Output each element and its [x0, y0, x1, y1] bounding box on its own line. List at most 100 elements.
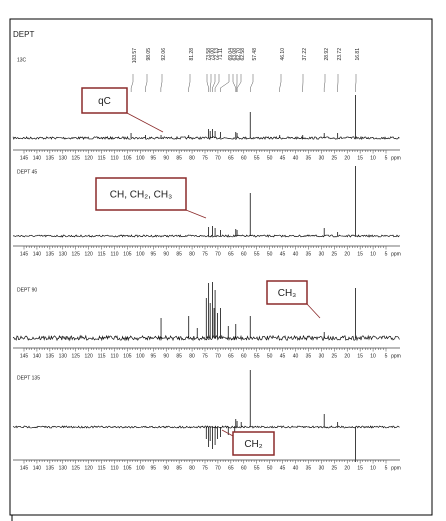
axis-tick-label: 10	[370, 465, 376, 471]
axis-tick-label: 120	[84, 465, 93, 471]
axis-tick-label: 60	[241, 353, 247, 359]
peak-label: 71.11	[218, 48, 224, 60]
peak-label: 62.58	[240, 48, 246, 61]
axis-tick-label: 90	[163, 353, 169, 359]
axis-tick-label: 55	[254, 353, 260, 359]
axis-tick-label: 145	[20, 353, 29, 359]
axis-tick-label: 130	[59, 353, 68, 359]
annotation-text: qC	[98, 96, 111, 107]
axis-tick-label: 40	[293, 155, 299, 161]
axis-tick-label: 45	[280, 353, 286, 359]
axis-tick-label: 135	[46, 251, 55, 257]
axis-tick-label: 140	[33, 353, 42, 359]
annotation-text: CH, CH₂, CH₃	[110, 190, 172, 201]
annotation-text: CH₂	[244, 439, 262, 450]
spectrum-baseline	[12, 234, 400, 238]
axis-tick-label: 140	[33, 155, 42, 161]
peak-label: 103.57	[132, 48, 138, 64]
axis-tick-label: 30	[319, 465, 325, 471]
axis-tick-label: 85	[176, 353, 182, 359]
axis-tick-label: 5	[385, 155, 388, 161]
peak-label: 63.08	[232, 48, 238, 61]
peak-label: 23.72	[337, 48, 343, 61]
axis-tick-label: 80	[189, 155, 195, 161]
axis-tick-label: 120	[84, 251, 93, 257]
annotation-box	[81, 87, 128, 114]
annotation-box	[266, 280, 308, 305]
axis-tick-label: 40	[293, 465, 299, 471]
annotation-box	[95, 177, 187, 211]
axis-tick-label: 115	[98, 465, 106, 471]
peak-label: 81.28	[189, 48, 195, 61]
axis-tick-label: 135	[46, 155, 55, 161]
axis-tick-label: 35	[306, 465, 312, 471]
axis-tick-label: 75	[202, 465, 208, 471]
axis-tick-label: 110	[111, 353, 119, 359]
axis-tick-label: 95	[151, 465, 157, 471]
axis-tick-label: 95	[151, 353, 157, 359]
axis-tick-label: 70	[215, 251, 221, 257]
axis-tick-label: 10	[370, 251, 376, 257]
peak-leader	[214, 74, 220, 92]
peak-leader	[232, 74, 237, 92]
axis-tick-label: 115	[98, 251, 106, 257]
peak-leader	[130, 74, 134, 92]
axis-tick-label: 80	[189, 251, 195, 257]
axis-tick-label: 60	[241, 155, 247, 161]
axis-tick-label: 5	[385, 465, 388, 471]
axis-tick-label: 50	[267, 465, 273, 471]
axis-tick-label: 135	[46, 465, 55, 471]
peak-leader	[220, 74, 230, 92]
peak-label: 73.00	[210, 48, 216, 61]
axis-tick-label: 105	[123, 251, 132, 257]
axis-tick-label: 85	[176, 251, 182, 257]
panel-label: DEPT 135	[17, 375, 40, 381]
axis-tick-label: 5	[385, 251, 388, 257]
axis-tick-label: 110	[111, 465, 119, 471]
axis-tick-label: 115	[98, 353, 106, 359]
axis-tick-label: 20	[344, 251, 350, 257]
axis-tick-label: 75	[202, 353, 208, 359]
axis-tick-label: 10	[370, 155, 376, 161]
axis-tick-label: 40	[293, 353, 299, 359]
axis-tick-label: 70	[215, 155, 221, 161]
annotation-box	[232, 431, 275, 456]
peak-leader	[323, 74, 326, 92]
axis-tick-label: 50	[267, 155, 273, 161]
axis-tick-label: 120	[84, 155, 93, 161]
axis-tick-label: 145	[20, 465, 29, 471]
axis-tick-label: 15	[357, 155, 363, 161]
axis-tick-label: 80	[189, 353, 195, 359]
peak-leader	[279, 74, 282, 92]
peak-leader	[160, 74, 163, 92]
axis-tick-label: 60	[241, 251, 247, 257]
axis-tick-label: 115	[98, 155, 106, 161]
axis-tick-label: 110	[111, 251, 119, 257]
annotation-pointer	[221, 429, 234, 437]
axis-tick-label: 85	[176, 155, 182, 161]
axis-tick-label: 65	[228, 155, 234, 161]
peak-label: 57.48	[252, 48, 258, 61]
peak-leader	[188, 74, 191, 92]
peak-leader	[250, 74, 254, 92]
axis-unit: ppm	[391, 251, 401, 257]
axis-tick-label: 125	[72, 155, 81, 161]
axis-tick-label: 75	[202, 251, 208, 257]
annotation-text: CH₃	[278, 288, 297, 299]
peak-leader	[209, 74, 212, 92]
peak-leader	[212, 74, 216, 92]
axis-tick-label: 5	[385, 353, 388, 359]
axis-tick-label: 100	[136, 251, 145, 257]
figure-title: DEPT	[13, 30, 34, 39]
axis-tick-label: 55	[254, 251, 260, 257]
spectrum-baseline	[12, 334, 400, 342]
axis-tick-label: 25	[332, 251, 338, 257]
axis-tick-label: 120	[84, 353, 93, 359]
peak-label: 72.13	[214, 48, 220, 61]
axis-tick-label: 65	[228, 465, 234, 471]
axis-tick-label: 40	[293, 251, 299, 257]
axis-tick-label: 140	[33, 251, 42, 257]
frame	[9, 18, 433, 516]
axis-unit: ppm	[391, 465, 401, 471]
